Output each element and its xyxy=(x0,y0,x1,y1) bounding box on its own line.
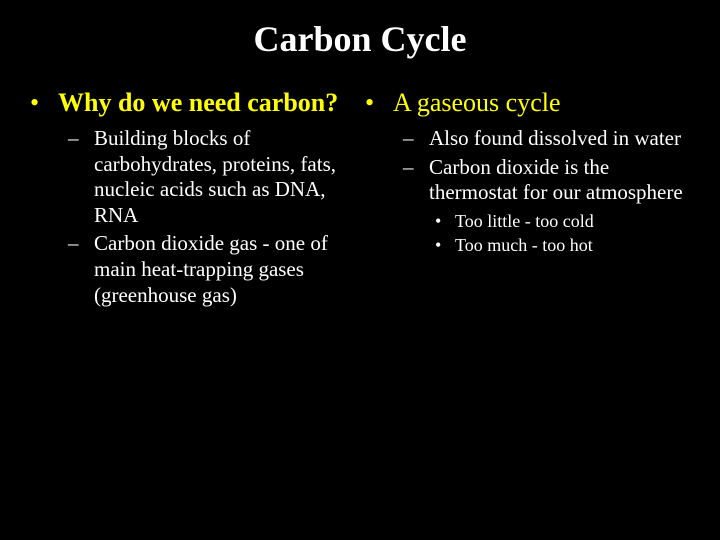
right-subsub-text: Too little - too cold xyxy=(455,210,690,233)
content-columns: • Why do we need carbon? – Building bloc… xyxy=(30,88,690,311)
bullet-icon: • xyxy=(365,88,393,118)
bullet-icon: • xyxy=(435,234,455,257)
right-subsub-item: • Too little - too cold xyxy=(435,210,690,233)
right-subsub-text: Too much - too hot xyxy=(455,234,690,257)
left-sub-item: – Building blocks of carbohydrates, prot… xyxy=(68,126,355,228)
left-column: • Why do we need carbon? – Building bloc… xyxy=(30,88,355,311)
right-sub-text: Carbon dioxide is the thermostat for our… xyxy=(429,155,690,206)
bullet-icon: • xyxy=(435,210,455,233)
right-column: • A gaseous cycle – Also found dissolved… xyxy=(365,88,690,311)
right-sub-item: – Carbon dioxide is the thermostat for o… xyxy=(403,155,690,206)
left-sub-text: Building blocks of carbohydrates, protei… xyxy=(94,126,355,228)
dash-icon: – xyxy=(403,155,429,206)
right-sub-text: Also found dissolved in water xyxy=(429,126,690,152)
right-subsub-item: • Too much - too hot xyxy=(435,234,690,257)
left-heading-text: Why do we need carbon? xyxy=(58,88,355,118)
left-sub-item: – Carbon dioxide gas - one of main heat-… xyxy=(68,231,355,308)
dash-icon: – xyxy=(68,231,94,308)
dash-icon: – xyxy=(68,126,94,228)
right-heading: • A gaseous cycle xyxy=(365,88,690,118)
left-sub-text: Carbon dioxide gas - one of main heat-tr… xyxy=(94,231,355,308)
left-heading: • Why do we need carbon? xyxy=(30,88,355,118)
dash-icon: – xyxy=(403,126,429,152)
right-heading-text: A gaseous cycle xyxy=(393,88,690,118)
slide-title: Carbon Cycle xyxy=(30,18,690,60)
bullet-icon: • xyxy=(30,88,58,118)
right-sub-item: – Also found dissolved in water xyxy=(403,126,690,152)
